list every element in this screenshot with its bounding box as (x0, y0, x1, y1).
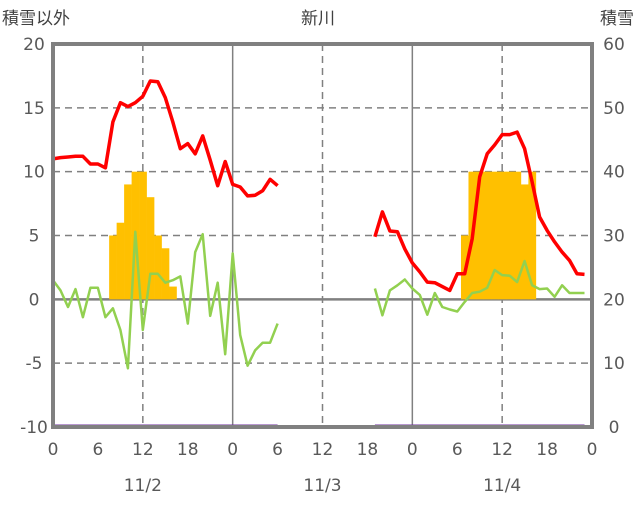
y-tick-left: 20 (23, 35, 45, 55)
x-tick: 0 (48, 440, 59, 460)
green-line (51, 230, 279, 370)
red-line (52, 79, 279, 198)
x-tick: 18 (536, 440, 558, 460)
bar (528, 171, 537, 300)
y-tick-left: -10 (20, 418, 48, 438)
bar (505, 171, 514, 300)
chart-title: 新川 (301, 9, 335, 29)
green-line (373, 259, 585, 317)
x-tick: 18 (357, 440, 379, 460)
y-tick-right: 30 (603, 227, 625, 247)
y-tick-right: 60 (603, 35, 625, 55)
y-tick-left: 5 (29, 227, 40, 247)
bar (139, 171, 147, 300)
bar (513, 171, 522, 300)
bar (475, 171, 484, 300)
date-label: 11/4 (483, 476, 521, 496)
y-tick-right: 10 (603, 354, 625, 374)
x-tick: 0 (587, 440, 598, 460)
right-axis-title: 積雪 (600, 9, 634, 29)
x-tick: 6 (93, 440, 104, 460)
x-tick: 12 (491, 440, 513, 460)
y-tick-right: 20 (603, 290, 625, 310)
x-tick: 12 (132, 440, 154, 460)
bar (109, 235, 117, 300)
bar (490, 171, 499, 300)
x-tick: 6 (272, 440, 283, 460)
bar (520, 184, 529, 300)
left-axis-title: 積雪以外 (2, 9, 70, 29)
y-tick-left: 10 (23, 163, 45, 183)
y-tick-right: 50 (603, 99, 625, 119)
date-label: 11/2 (124, 476, 162, 496)
date-label: 11/3 (303, 476, 341, 496)
y-tick-right: 0 (609, 418, 620, 438)
plot-frame (51, 42, 594, 429)
bar (154, 235, 162, 300)
bar (161, 248, 170, 300)
bar (124, 184, 132, 300)
bar (116, 222, 125, 300)
bar (169, 286, 177, 300)
plot-border (51, 42, 594, 429)
y-tick-left: 0 (29, 290, 40, 310)
x-tick: 0 (407, 440, 418, 460)
y-tick-left: -5 (26, 354, 43, 374)
x-tick: 0 (227, 440, 238, 460)
bar (146, 197, 155, 300)
bar (483, 171, 492, 300)
x-tick: 6 (452, 440, 463, 460)
red-line (373, 130, 585, 293)
x-tick: 18 (177, 440, 199, 460)
y-tick-left: 15 (23, 99, 45, 119)
y-tick-right: 40 (603, 163, 625, 183)
bar (498, 171, 507, 300)
x-tick: 12 (312, 440, 334, 460)
